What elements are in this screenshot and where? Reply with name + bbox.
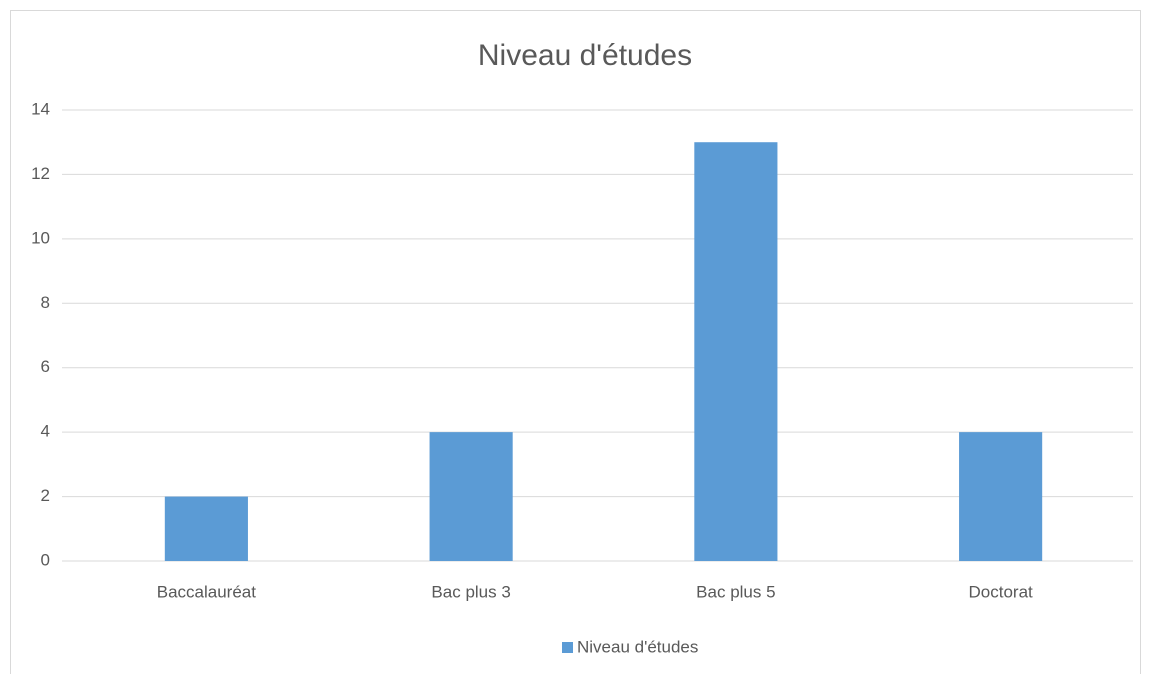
y-tick-label: 2 — [41, 486, 50, 505]
bar — [164, 496, 248, 561]
bar — [429, 432, 513, 561]
y-tick-label: 8 — [41, 293, 50, 312]
bar — [694, 142, 778, 561]
y-tick-label: 12 — [31, 164, 50, 183]
y-tick-label: 4 — [41, 422, 50, 441]
y-tick-label: 14 — [31, 99, 50, 118]
x-tick-label: Bac plus 5 — [696, 582, 775, 601]
y-tick-label: 6 — [41, 357, 50, 376]
x-tick-label: Bac plus 3 — [431, 582, 510, 601]
legend-swatch — [562, 642, 573, 653]
bar — [959, 432, 1043, 561]
x-tick-label: Baccalauréat — [157, 582, 257, 601]
y-tick-label: 0 — [41, 550, 50, 569]
chart-title: Niveau d'études — [478, 39, 692, 72]
x-tick-label: Doctorat — [969, 582, 1034, 601]
legend-label: Niveau d'études — [577, 637, 698, 656]
chart-frame — [10, 10, 1141, 674]
y-tick-label: 10 — [31, 228, 50, 247]
